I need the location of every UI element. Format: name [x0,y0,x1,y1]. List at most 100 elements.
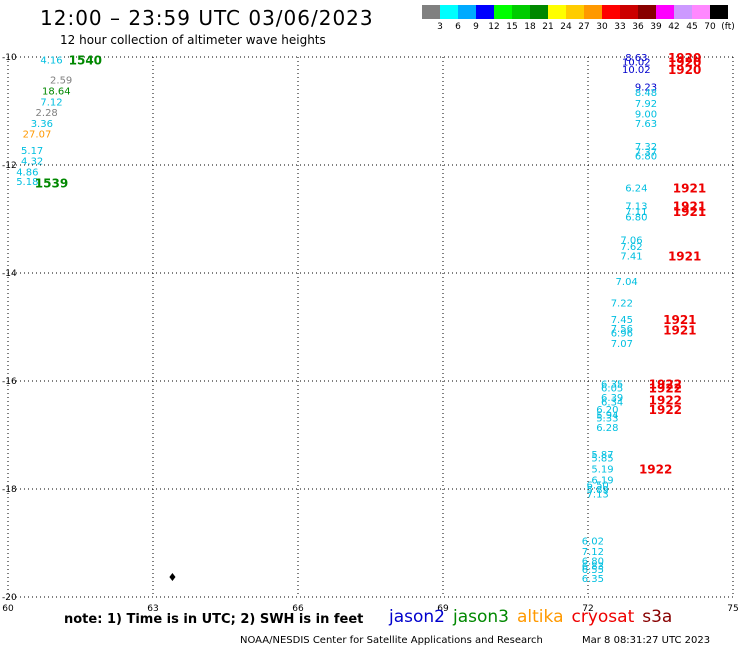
wave-height-label: 2.28 [36,108,58,119]
wave-height-label: 6.96 [611,328,633,339]
wave-height-label: 7.22 [611,299,633,310]
y-tick-label: -12 [2,161,17,171]
y-tick-label: -18 [2,485,17,495]
wave-height-label: 8.48 [635,88,657,99]
color-scale-label: 27 [578,22,590,32]
wave-height-label: 7.32 [635,142,657,153]
x-tick-label: 69 [437,604,449,614]
color-swatch [710,5,728,19]
x-tick-label: 75 [727,604,738,614]
wave-height-label: 7.12 [40,97,62,108]
wave-height-label: 7.92 [635,99,657,110]
pass-time-label: 1922 [649,378,682,392]
pass-time-label: 1922 [649,381,682,395]
wave-height-label: 7.56 [611,324,633,335]
pass-time-label: 1921 [673,182,706,196]
wave-height-label: 8.63 [625,53,647,64]
wave-height-label: 6.35 [601,380,623,391]
wave-height-label: 9.00 [635,110,657,121]
x-tick-label: 63 [147,604,158,614]
x-tick-label: 60 [2,604,14,614]
wave-height-label: 18.64 [42,86,71,97]
legend-jason2: jason2 [389,607,445,627]
wave-height-label: 6.02 [582,536,604,547]
wave-height-label: 7.12 [582,547,604,558]
color-scale-label: 18 [524,22,536,32]
wave-height-label: 6.19 [591,475,613,486]
wave-height-label: 5.17 [21,146,43,157]
wave-height-label: 6.55 [582,565,604,576]
generated-timestamp: Mar 8 08:31:27 UTC 2023 [582,635,711,646]
legend-altika: altika [517,607,564,627]
color-swatch [530,5,548,19]
wave-height-label: 7.07 [611,339,633,350]
color-swatch [656,5,674,19]
color-scale-label: 30 [596,22,608,32]
wave-height-label: 27.07 [23,130,52,141]
color-swatch [458,5,476,19]
wave-height-label: 4.16 [40,56,62,67]
color-swatch [422,5,440,19]
wave-height-label: 7.45 [611,315,633,326]
satellite-legend: jason2 jason3 altika cryosat s3a [389,607,680,627]
pass-time-label: 1920 [668,55,701,69]
color-scale-label: 12 [488,22,500,32]
wave-height-label: 9.23 [635,83,657,94]
color-scale-label: 21 [542,22,554,32]
pass-time-label: 1922 [649,403,682,417]
legend-s3a: s3a [642,607,673,627]
color-swatch [494,5,512,19]
wave-height-label: 5.19 [591,464,613,475]
wave-height-label: 2.59 [50,76,72,87]
wave-height-label: 7.04 [616,277,638,288]
credit-text: NOAA/NESDIS Center for Satellite Applica… [240,635,543,646]
wave-height-label: 7.13 [587,489,609,500]
wave-height-label: 6.20 [596,405,618,416]
y-tick-label: -14 [2,269,17,279]
wave-height-label: 6.34 [601,398,623,409]
wave-height-label: 7.62 [620,242,642,253]
color-swatch [566,5,584,19]
y-tick-label: -20 [2,593,17,603]
color-swatch [584,5,602,19]
pass-time-label: 1921 [668,250,701,264]
wave-height-label: 5.33 [596,414,618,425]
color-scale-label: 42 [668,22,680,32]
color-scale-label: 70 [704,22,716,32]
pass-time-label: 1921 [673,200,706,214]
color-scale-label: 39 [650,22,662,32]
wave-height-label: 10.02 [622,57,651,68]
wave-height-label: 5.89 [587,485,609,496]
chart-subtitle: 12 hour collection of altimeter wave hei… [60,33,326,47]
wave-height-label: 6.50 [587,481,609,492]
color-scale-label: 6 [455,22,461,32]
wave-height-label: 10.02 [622,65,651,76]
color-swatch [602,5,620,19]
wave-height-label: 7.06 [620,236,642,247]
chart-title: 12:00 – 23:59 UTC 03/06/2023 [40,6,374,30]
wave-height-label: 4.86 [16,167,38,178]
color-scale-labels: 3 6 9 12 15 18 21 24 27 30 33 36 39 42 45 70 (ft) [422,22,735,34]
wave-height-label: 6.24 [625,184,647,195]
legend-cryosat: cryosat [571,607,635,627]
color-scale-label: 36 [632,22,644,32]
pass-time-label: 1539 [35,176,68,190]
wave-height-label: 5.85 [591,454,613,465]
wave-height-label: 5.94 [596,410,618,421]
x-tick-label: 72 [582,604,593,614]
pass-time-label: 1921 [673,205,706,219]
pass-time-label: 1920 [668,63,701,77]
wave-height-label: 6.80 [635,151,657,162]
color-scale-bar [422,5,728,21]
color-swatch [638,5,656,19]
x-tick-label: 66 [292,604,304,614]
wave-height-label: 6.28 [596,423,618,434]
wave-height-label: 6.83 [582,562,604,573]
wave-height-label: 5.87 [591,450,613,461]
color-swatch [476,5,494,19]
wave-height-label: 3.36 [31,119,53,130]
pass-time-label: 1921 [663,324,696,338]
wave-height-label: 4.32 [21,157,43,168]
color-swatch [674,5,692,19]
